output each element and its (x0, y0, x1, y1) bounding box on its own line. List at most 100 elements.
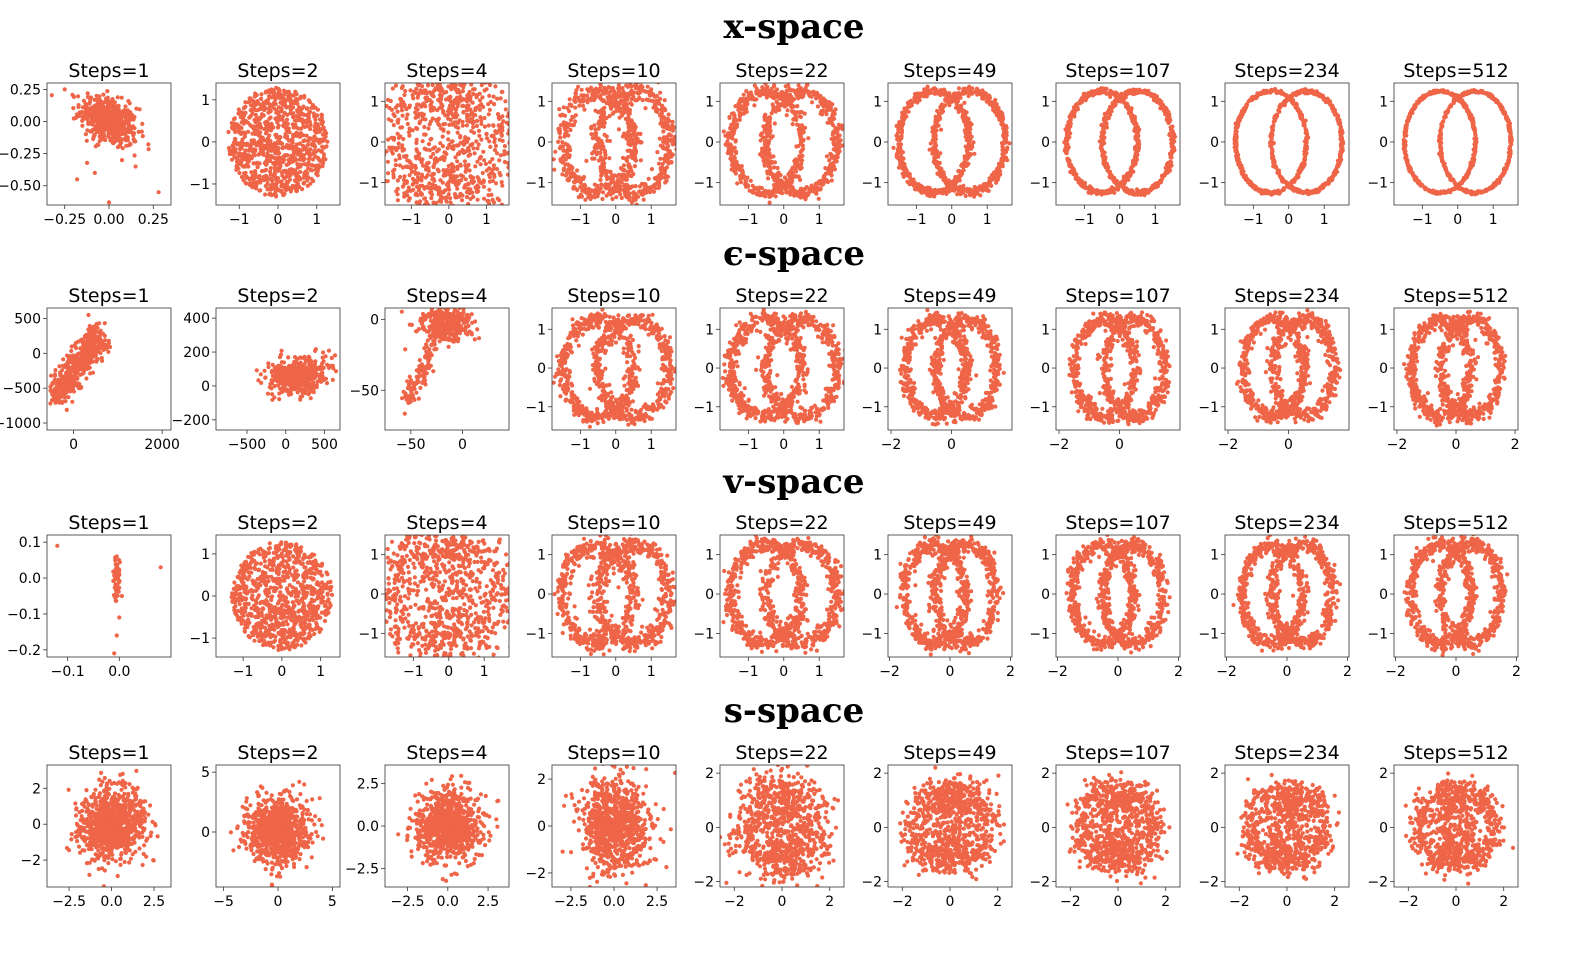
point (454, 114, 459, 119)
point (837, 133, 842, 138)
point (321, 152, 327, 157)
point (469, 215, 473, 219)
point (571, 179, 577, 185)
point (821, 97, 826, 102)
point (644, 97, 649, 102)
point (658, 156, 663, 161)
point (572, 186, 578, 191)
point (390, 145, 395, 150)
point (268, 166, 273, 171)
point (312, 163, 317, 169)
point (479, 83, 484, 88)
point (766, 90, 771, 95)
point (740, 99, 745, 104)
point (761, 124, 766, 129)
point (454, 179, 459, 184)
point (502, 215, 506, 219)
point (655, 150, 660, 155)
point (415, 102, 420, 107)
point (107, 125, 112, 130)
point (308, 181, 313, 186)
point (477, 179, 482, 184)
point (629, 102, 634, 107)
point (76, 94, 81, 99)
point (300, 147, 305, 152)
axes-frame (551, 82, 677, 206)
point (498, 153, 503, 158)
point (415, 126, 420, 131)
point (236, 129, 241, 134)
point (305, 143, 310, 148)
point (499, 180, 504, 185)
point (906, 103, 911, 108)
point (576, 175, 582, 180)
point (260, 146, 265, 152)
point (486, 102, 491, 107)
point (468, 174, 473, 179)
point (647, 91, 652, 96)
point (605, 138, 610, 143)
point (763, 160, 769, 165)
point (966, 93, 971, 99)
point (286, 157, 291, 162)
point (420, 139, 425, 144)
point (268, 115, 273, 120)
point (84, 138, 89, 143)
point (156, 190, 161, 195)
point (828, 165, 834, 171)
point (740, 170, 746, 175)
point (237, 170, 242, 176)
point (620, 134, 626, 139)
point (491, 94, 496, 99)
point (502, 159, 507, 165)
point (806, 91, 811, 96)
point (146, 142, 151, 147)
point (402, 191, 407, 196)
point (775, 165, 780, 171)
point (425, 83, 431, 88)
point (433, 209, 437, 213)
point (616, 186, 621, 191)
point (278, 163, 283, 168)
point (436, 189, 441, 194)
point (265, 145, 270, 150)
point (403, 88, 408, 94)
point (319, 113, 324, 118)
point (238, 162, 243, 167)
point (638, 87, 644, 92)
point (425, 173, 430, 178)
point (645, 84, 650, 89)
point (267, 127, 273, 132)
point (405, 189, 410, 194)
point (775, 100, 780, 105)
point (473, 108, 478, 113)
point (657, 136, 663, 141)
point (483, 161, 488, 166)
point (495, 196, 500, 201)
point (561, 120, 567, 125)
point (613, 104, 618, 109)
point (233, 147, 238, 152)
point (568, 127, 573, 133)
point (122, 137, 127, 142)
point (785, 108, 790, 113)
point (268, 158, 273, 164)
point (830, 114, 835, 119)
scatter-panel: Steps=22−1 0 110−1 (693, 60, 845, 228)
point (471, 146, 476, 151)
point (579, 87, 584, 92)
point (512, 120, 516, 124)
point (275, 158, 280, 163)
point (599, 139, 604, 144)
point (280, 117, 285, 122)
point (937, 161, 942, 166)
point (283, 175, 288, 180)
point (619, 195, 624, 201)
point (827, 158, 832, 163)
point (521, 141, 525, 145)
point (626, 115, 631, 120)
point (302, 180, 307, 185)
point (454, 183, 459, 188)
point (422, 186, 427, 191)
point (476, 128, 482, 133)
